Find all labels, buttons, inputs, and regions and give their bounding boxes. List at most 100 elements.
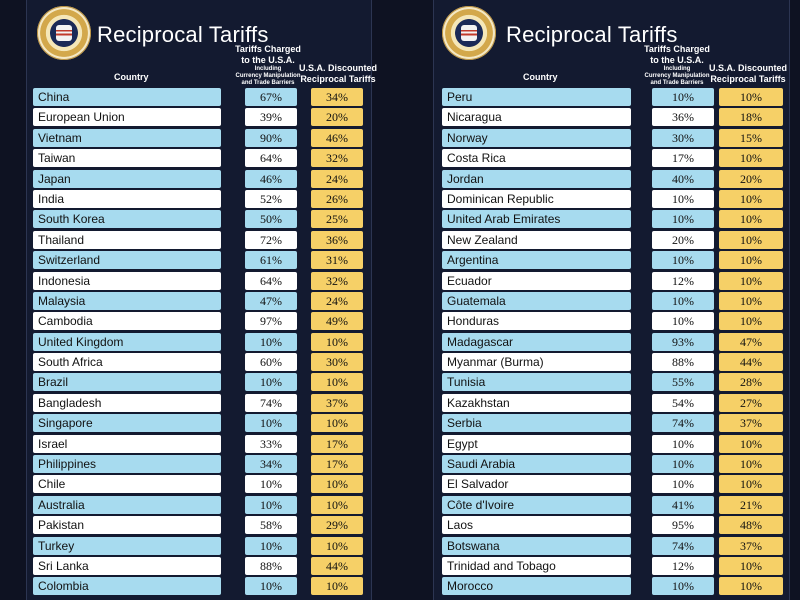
- discounted-column-header: U.S.A. Discounted Reciprocal Tariffs: [298, 63, 377, 84]
- country-cell: South Korea: [33, 210, 221, 229]
- charged-tariff-cell: 60%: [245, 353, 297, 372]
- charged-tariff-cell: 72%: [245, 230, 297, 249]
- discounted-tariff-cell: 10%: [719, 251, 783, 270]
- charged-tariff-cell: 88%: [245, 556, 297, 575]
- discounted-tariff-cell: 10%: [719, 271, 783, 290]
- charged-tariff-cell: 10%: [245, 475, 297, 494]
- discounted-tariff-cell: 10%: [719, 88, 783, 106]
- country-cell: Thailand: [33, 230, 221, 249]
- discounted-tariff-cell: 25%: [311, 210, 363, 229]
- discounted-tariff-cell: 10%: [719, 556, 783, 575]
- discounted-tariff-cell: 37%: [311, 393, 363, 412]
- charged-tariff-cell: 40%: [652, 169, 714, 188]
- country-cell: Côte d'Ivoire: [442, 495, 631, 514]
- discounted-tariff-cell: 10%: [311, 332, 363, 351]
- country-cell: Taiwan: [33, 149, 221, 168]
- charged-tariff-cell: 47%: [245, 291, 297, 310]
- discounted-tariff-cell: 15%: [719, 128, 783, 147]
- discounted-tariff-cell: 32%: [311, 271, 363, 290]
- discounted-tariff-cell: 29%: [311, 516, 363, 535]
- charged-tariff-cell: 10%: [652, 475, 714, 494]
- discounted-tariff-cell: 30%: [311, 353, 363, 372]
- country-cell: Colombia: [33, 577, 221, 596]
- country-column-header: Country: [523, 72, 558, 82]
- charged-tariff-cell: 41%: [652, 495, 714, 514]
- charged-tariff-cell: 10%: [245, 536, 297, 555]
- country-cell: New Zealand: [442, 230, 631, 249]
- discounted-tariff-cell: 34%: [311, 88, 363, 106]
- discounted-tariff-cell: 32%: [311, 149, 363, 168]
- left-tariff-panel: Reciprocal Tariffs Country Tariffs Charg…: [26, 0, 377, 600]
- charged-tariff-cell: 10%: [652, 434, 714, 453]
- country-cell: Pakistan: [33, 516, 221, 535]
- charged-tariff-cell: 10%: [652, 251, 714, 270]
- page-title: Reciprocal Tariffs: [97, 22, 269, 47]
- charged-tariff-cell: 97%: [245, 312, 297, 331]
- country-column-header: Country: [114, 72, 149, 82]
- country-cell: Peru: [442, 88, 631, 106]
- country-cell: South Africa: [33, 353, 221, 372]
- country-cell: Kazakhstan: [442, 393, 631, 412]
- country-cell: European Union: [33, 108, 221, 127]
- charged-column-header: Tariffs Charged to the U.S.A. Including …: [644, 44, 710, 86]
- charged-tariff-cell: 10%: [245, 414, 297, 433]
- country-cell: Australia: [33, 495, 221, 514]
- charged-tariff-cell: 46%: [245, 169, 297, 188]
- country-cell: Honduras: [442, 312, 631, 331]
- discounted-tariff-cell: 37%: [719, 536, 783, 555]
- country-cell: Laos: [442, 516, 631, 535]
- charged-tariff-cell: 39%: [245, 108, 297, 127]
- presidential-seal-icon: [442, 6, 496, 60]
- discounted-tariff-cell: 10%: [719, 189, 783, 208]
- discounted-tariff-cell: 10%: [719, 455, 783, 474]
- charged-tariff-cell: 30%: [652, 128, 714, 147]
- country-cell: Botswana: [442, 536, 631, 555]
- country-cell: Israel: [33, 434, 221, 453]
- country-cell: Sri Lanka: [33, 556, 221, 575]
- discounted-tariff-cell: 27%: [719, 393, 783, 412]
- right-tariff-panel: Reciprocal Tariffs Country Tariffs Charg…: [433, 0, 790, 600]
- discounted-tariff-cell: 10%: [719, 577, 783, 596]
- country-cell: Ecuador: [442, 271, 631, 290]
- discounted-tariff-cell: 21%: [719, 495, 783, 514]
- discounted-tariff-cell: 47%: [719, 332, 783, 351]
- country-cell: Myanmar (Burma): [442, 353, 631, 372]
- discounted-tariff-cell: 10%: [311, 495, 363, 514]
- discounted-tariff-cell: 24%: [311, 291, 363, 310]
- country-cell: Serbia: [442, 414, 631, 433]
- charged-tariff-cell: 52%: [245, 189, 297, 208]
- discounted-column-header: U.S.A. Discounted Reciprocal Tariffs: [708, 63, 787, 84]
- country-cell: Switzerland: [33, 251, 221, 270]
- discounted-tariff-cell: 31%: [311, 251, 363, 270]
- country-cell: Nicaragua: [442, 108, 631, 127]
- charged-tariff-cell: 10%: [652, 577, 714, 596]
- charged-tariff-cell: 10%: [652, 455, 714, 474]
- country-cell: Jordan: [442, 169, 631, 188]
- country-cell: Cambodia: [33, 312, 221, 331]
- charged-tariff-cell: 58%: [245, 516, 297, 535]
- left-margin: [0, 0, 26, 600]
- charged-tariff-cell: 10%: [245, 373, 297, 392]
- country-cell: Philippines: [33, 455, 221, 474]
- charged-tariff-cell: 10%: [245, 577, 297, 596]
- charged-tariff-cell: 10%: [652, 189, 714, 208]
- country-cell: Dominican Republic: [442, 189, 631, 208]
- discounted-tariff-cell: 17%: [311, 455, 363, 474]
- country-cell: Costa Rica: [442, 149, 631, 168]
- discounted-tariff-cell: 36%: [311, 230, 363, 249]
- charged-tariff-cell: 74%: [245, 393, 297, 412]
- charged-tariff-cell: 61%: [245, 251, 297, 270]
- discounted-tariff-cell: 17%: [311, 434, 363, 453]
- charged-tariff-cell: 54%: [652, 393, 714, 412]
- discounted-tariff-cell: 46%: [311, 128, 363, 147]
- charged-tariff-cell: 12%: [652, 271, 714, 290]
- country-cell: Brazil: [33, 373, 221, 392]
- discounted-tariff-cell: 20%: [311, 108, 363, 127]
- charged-tariff-cell: 33%: [245, 434, 297, 453]
- discounted-tariff-cell: 10%: [719, 149, 783, 168]
- charged-tariff-cell: 17%: [652, 149, 714, 168]
- discounted-tariff-cell: 10%: [311, 577, 363, 596]
- charged-column-header: Tariffs Charged to the U.S.A. Including …: [235, 44, 301, 86]
- charged-tariff-cell: 67%: [245, 88, 297, 106]
- country-cell: Chile: [33, 475, 221, 494]
